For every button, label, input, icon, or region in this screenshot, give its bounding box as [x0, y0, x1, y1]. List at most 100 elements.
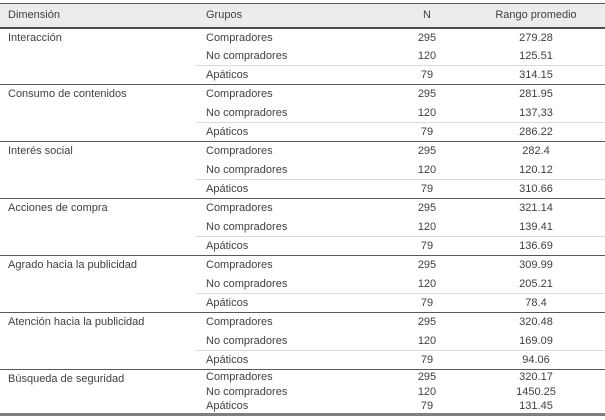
table-row: Apáticos 79 131.45 [0, 400, 605, 415]
n-value: 295 [417, 316, 437, 329]
rango-promedio-value: 279.28 [519, 31, 553, 44]
n-value: 79 [387, 350, 467, 370]
dimension-group: Consumo de contenidos Compradores 295 281.9… [0, 84, 605, 142]
group-label: Apáticos [196, 236, 387, 256]
col-header-n: N [387, 3, 467, 29]
n-value: 295 [417, 145, 437, 158]
dimension-group: Interacción Compradores 295 279.28 No compra… [0, 27, 605, 85]
stats-table: Dimensión Grupos N Rango promedio Intera… [0, 3, 605, 416]
n-value: 79 [420, 400, 434, 413]
n-value: 79 [387, 293, 467, 313]
dimension-label: Búsqueda de seguridad [8, 373, 125, 385]
group-label: Compradores [206, 259, 273, 272]
n-value: 295 [417, 371, 437, 384]
group-label: Apáticos [196, 293, 387, 313]
table-row: Acciones de compra Compradores 295 321.14 [0, 199, 605, 218]
dimension-group: Búsqueda de seguridad Compradores 295 320.1… [0, 369, 605, 415]
rango-promedio-value: 169.09 [519, 334, 553, 347]
n-value: 295 [417, 31, 437, 44]
col-header-grupos: Grupos [196, 3, 387, 29]
table-row: No compradores 120 139.41 [0, 218, 605, 237]
dimension-group: Atención hacia la publicidad Compradores 2… [0, 312, 605, 370]
table-row: Consumo de contenidos Compradores 295 281.9… [0, 85, 605, 104]
rango-promedio-value: 125.51 [519, 49, 553, 62]
rango-promedio-value: 137,33 [519, 106, 553, 119]
group-label: Compradores [206, 371, 273, 384]
n-value: 120 [417, 386, 437, 398]
n-value: 295 [417, 88, 437, 101]
table-header: Dimensión Grupos N Rango promedio [0, 3, 605, 29]
group-label: Compradores [206, 202, 273, 215]
group-label: Apáticos [206, 400, 249, 413]
group-label: Compradores [206, 316, 273, 329]
n-value: 120 [417, 163, 437, 176]
n-value: 120 [417, 277, 437, 290]
dimension-group: Acciones de compra Compradores 295 321.14 No… [0, 198, 605, 256]
header-row: Dimensión Grupos N Rango promedio [0, 3, 605, 29]
rango-promedio-value: 136.69 [467, 236, 605, 256]
rango-promedio-value: 314.15 [467, 65, 605, 85]
table-row: Interacción Compradores 295 279.28 [0, 28, 605, 47]
group-label: Apáticos [196, 179, 387, 199]
n-value: 120 [417, 49, 437, 62]
dimension-label: Agrado hacia la publicidad [8, 259, 138, 271]
n-value: 295 [417, 259, 437, 272]
table-row: No compradores 120 1450.25 [0, 385, 605, 400]
table-row: Apáticos 79 94.06 [0, 350, 605, 370]
rango-promedio-value: 1450.25 [516, 386, 556, 398]
rango-promedio-value: 139.41 [519, 220, 553, 233]
group-label: Apáticos [196, 65, 387, 85]
group-label: No compradores [206, 106, 288, 119]
rango-promedio-value: 286.22 [467, 122, 605, 142]
col-header-rango-promedio: Rango promedio [467, 3, 605, 29]
rango-promedio-value: 320.48 [519, 316, 553, 329]
rango-promedio-value: 309.99 [519, 259, 553, 272]
rango-promedio-value: 205.21 [519, 277, 553, 290]
group-label: Apáticos [196, 350, 387, 370]
n-value: 79 [387, 65, 467, 85]
table-row: No compradores 120 169.09 [0, 332, 605, 351]
table-row: No compradores 120 120.12 [0, 161, 605, 180]
table-row: No compradores 120 125.51 [0, 47, 605, 66]
table-row: Apáticos 79 310.66 [0, 179, 605, 199]
table-row: Agrado hacia la publicidad Compradores 295… [0, 256, 605, 275]
group-label: No compradores [206, 386, 288, 398]
n-value: 295 [417, 202, 437, 215]
group-label: No compradores [206, 334, 288, 347]
rango-promedio-value: 120.12 [519, 163, 553, 176]
n-value: 79 [387, 122, 467, 142]
table-row: Apáticos 79 314.15 [0, 65, 605, 85]
rango-promedio-value: 94.06 [467, 350, 605, 370]
table-row: Apáticos 79 286.22 [0, 122, 605, 142]
group-label: No compradores [206, 49, 288, 62]
dimension-group: Agrado hacia la publicidad Compradores 295… [0, 255, 605, 313]
rango-promedio-value: 78.4 [467, 293, 605, 313]
dimension-label: Interacción [8, 31, 62, 44]
group-label: No compradores [206, 163, 288, 176]
dimension-label: Atención hacia la publicidad [8, 316, 145, 328]
rango-promedio-value: 320.17 [519, 371, 553, 384]
rango-promedio-value: 282.4 [522, 145, 550, 158]
n-value: 120 [417, 334, 437, 347]
group-label: Compradores [206, 31, 273, 44]
n-value: 120 [417, 106, 437, 119]
table-row: Apáticos 79 78.4 [0, 293, 605, 313]
group-label: No compradores [206, 220, 288, 233]
table-row: No compradores 120 205.21 [0, 275, 605, 294]
rango-promedio-value: 131.45 [519, 400, 553, 413]
rango-promedio-value: 281.95 [519, 88, 553, 101]
table-row: Búsqueda de seguridad Compradores 295 320.1… [0, 370, 605, 385]
dimension-group: Interés social Compradores 295 282.4 No comp… [0, 141, 605, 199]
group-label: No compradores [206, 277, 288, 290]
group-label: Apáticos [196, 122, 387, 142]
col-header-dimension: Dimensión [0, 3, 196, 29]
n-value: 79 [387, 179, 467, 199]
table-row: Apáticos 79 136.69 [0, 236, 605, 256]
table-row: No compradores 120 137,33 [0, 104, 605, 123]
n-value: 120 [417, 220, 437, 233]
table-row: Interés social Compradores 295 282.4 [0, 142, 605, 161]
group-label: Compradores [206, 145, 273, 158]
table-row: Atención hacia la publicidad Compradores 2… [0, 313, 605, 332]
dimension-label: Interés social [8, 145, 73, 157]
group-label: Compradores [206, 88, 273, 101]
